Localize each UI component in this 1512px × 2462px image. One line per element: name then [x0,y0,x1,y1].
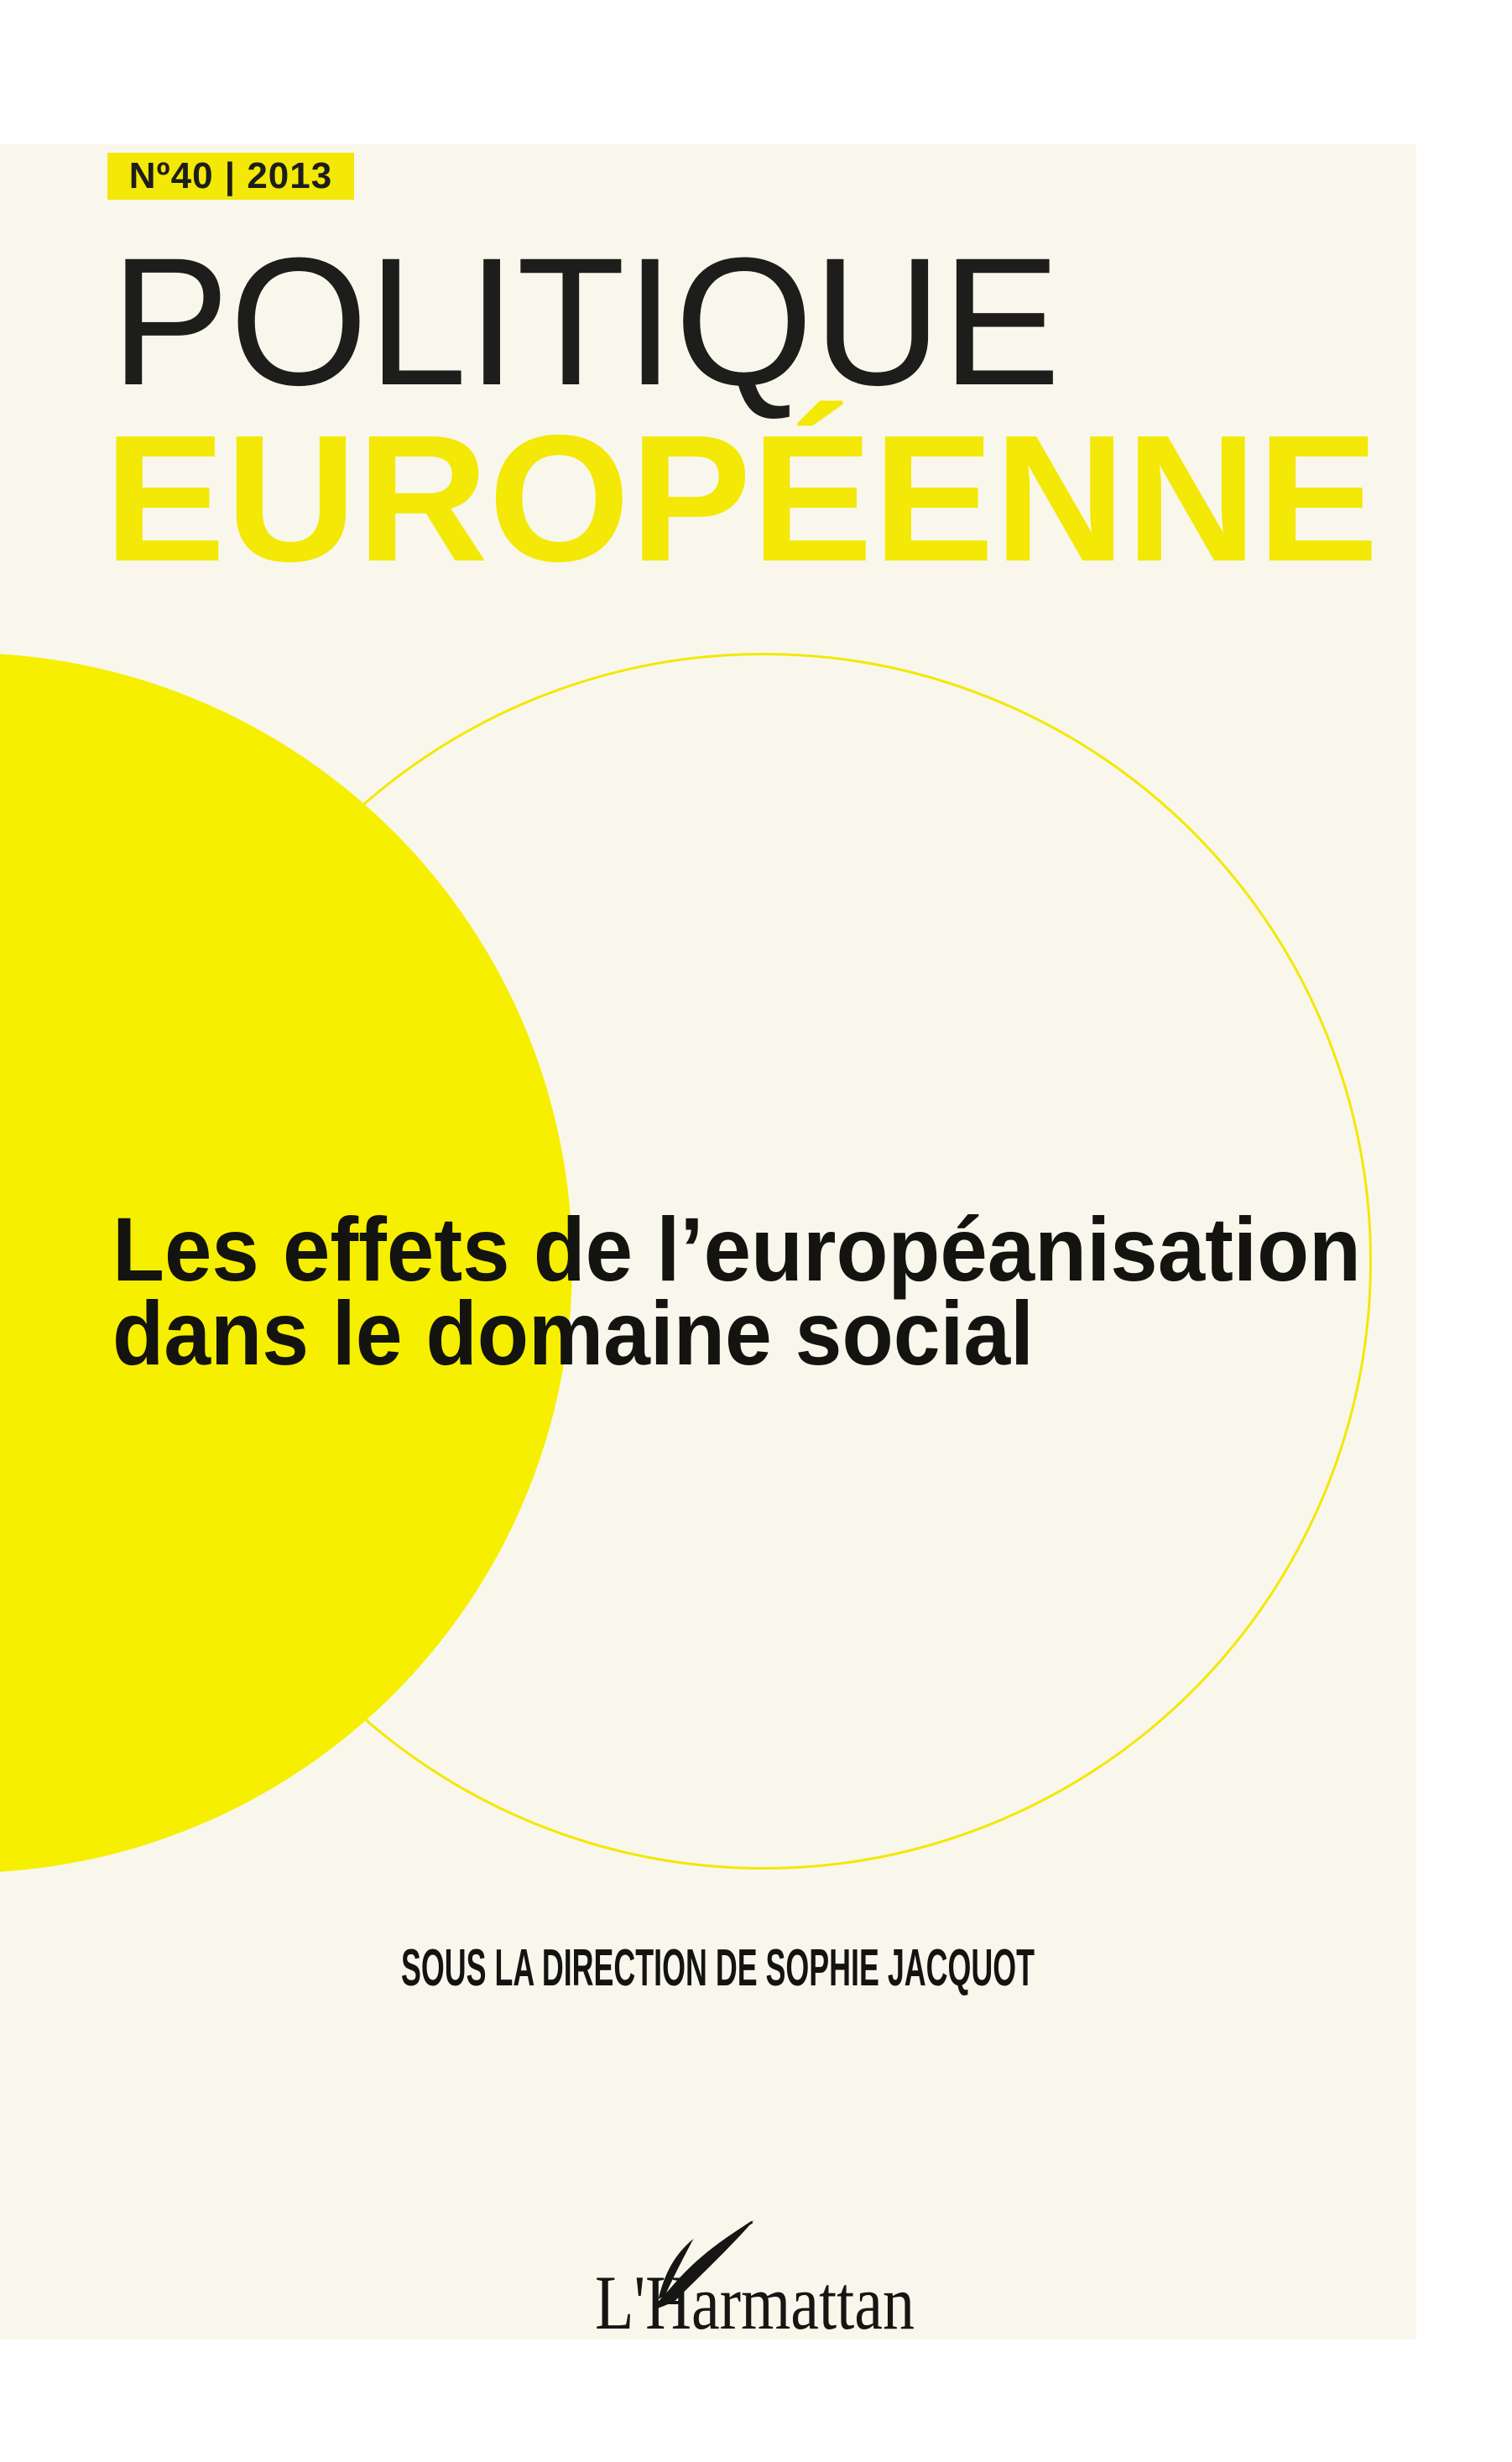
direction-line: SOUS LA DIRECTION DE SOPHIE JACQUOT [401,1939,1035,1997]
journal-cover: Nº40 | 2013 POLITIQUE EUROPÉENNE Les eff… [0,144,1416,2339]
issue-badge: Nº40 | 2013 [107,153,354,200]
publisher-name: L'Harmattan [595,2260,915,2339]
direction-line-svg: SOUS LA DIRECTION DE SOPHIE JACQUOT [401,1939,1035,1997]
masthead-title-europeenne: EUROPÉENNE [104,397,1379,599]
issue-badge-label: Nº40 | 2013 [128,155,333,196]
publisher-logo-svg: L'Harmattan [595,2260,915,2339]
masthead-title-politique: POLITIQUE [111,220,1061,423]
cover-title-line2: dans le domaine social [112,1282,1034,1384]
masthead-line1-svg: POLITIQUE [111,220,1061,423]
quill-feather-icon [652,2220,754,2310]
cover-title-svg: Les effets de l’européanisation dans le … [112,1198,1361,1384]
cover-title-line1: Les effets de l’européanisation [112,1198,1361,1300]
masthead-line2-svg: EUROPÉENNE [104,397,1379,599]
